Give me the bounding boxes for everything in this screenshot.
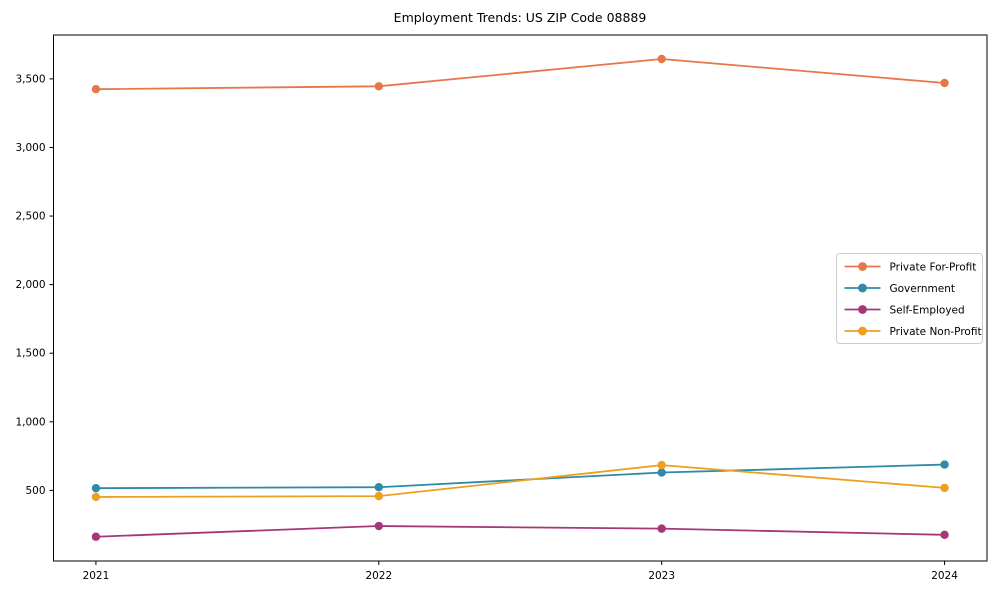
series-line-self-employed — [95, 525, 945, 538]
data-point-self-employed — [657, 524, 666, 533]
x-tick-label: 2022 — [365, 570, 392, 582]
y-tick-label: 500 — [25, 485, 45, 497]
data-point-government — [657, 468, 666, 477]
data-point-private-for-profit — [657, 54, 666, 64]
data-point-private-non-profit — [91, 492, 101, 502]
chart-title: Employment Trends: US ZIP Code 08889 — [393, 10, 647, 25]
plot-spines — [53, 34, 988, 562]
data-point-private-non-profit — [657, 460, 666, 470]
y-tick-label: 1,500 — [15, 348, 45, 360]
data-point-government — [91, 483, 101, 493]
legend-label-private-non-profit: Private Non-Profit — [890, 326, 982, 338]
legend-label-private-for-profit: Private For-Profit — [890, 261, 977, 273]
data-point-government — [940, 460, 949, 469]
y-tick-label: 3,000 — [15, 142, 45, 154]
data-point-government — [374, 483, 384, 492]
x-tick-label: 2023 — [648, 570, 675, 582]
data-point-private-for-profit — [940, 78, 949, 88]
legend-marker-dot — [858, 326, 867, 336]
data-point-private-non-profit — [940, 483, 949, 493]
legend-marker-dot — [858, 283, 867, 293]
legend-marker-dot — [858, 262, 867, 271]
y-tick-label: 2,000 — [15, 279, 45, 291]
series-line-private-for-profit — [95, 58, 945, 91]
data-point-private-non-profit — [374, 491, 384, 501]
y-tick-label: 3,500 — [15, 73, 45, 85]
x-tick-label: 2024 — [931, 570, 958, 582]
data-point-self-employed — [91, 532, 101, 541]
data-point-private-for-profit — [374, 82, 384, 91]
y-tick-label: 1,000 — [15, 416, 45, 428]
series-line-government — [95, 463, 945, 490]
x-tick-label: 2021 — [83, 570, 110, 582]
data-point-private-for-profit — [91, 84, 101, 94]
series-line-private-non-profit — [95, 464, 945, 498]
data-point-self-employed — [374, 521, 384, 531]
y-tick-label: 2,500 — [15, 211, 45, 223]
legend-box — [836, 253, 983, 344]
legend-label-self-employed: Self-Employed — [890, 304, 965, 316]
legend-label-government: Government — [890, 283, 955, 295]
legend-marker-dot — [858, 305, 867, 314]
data-point-self-employed — [940, 530, 949, 540]
